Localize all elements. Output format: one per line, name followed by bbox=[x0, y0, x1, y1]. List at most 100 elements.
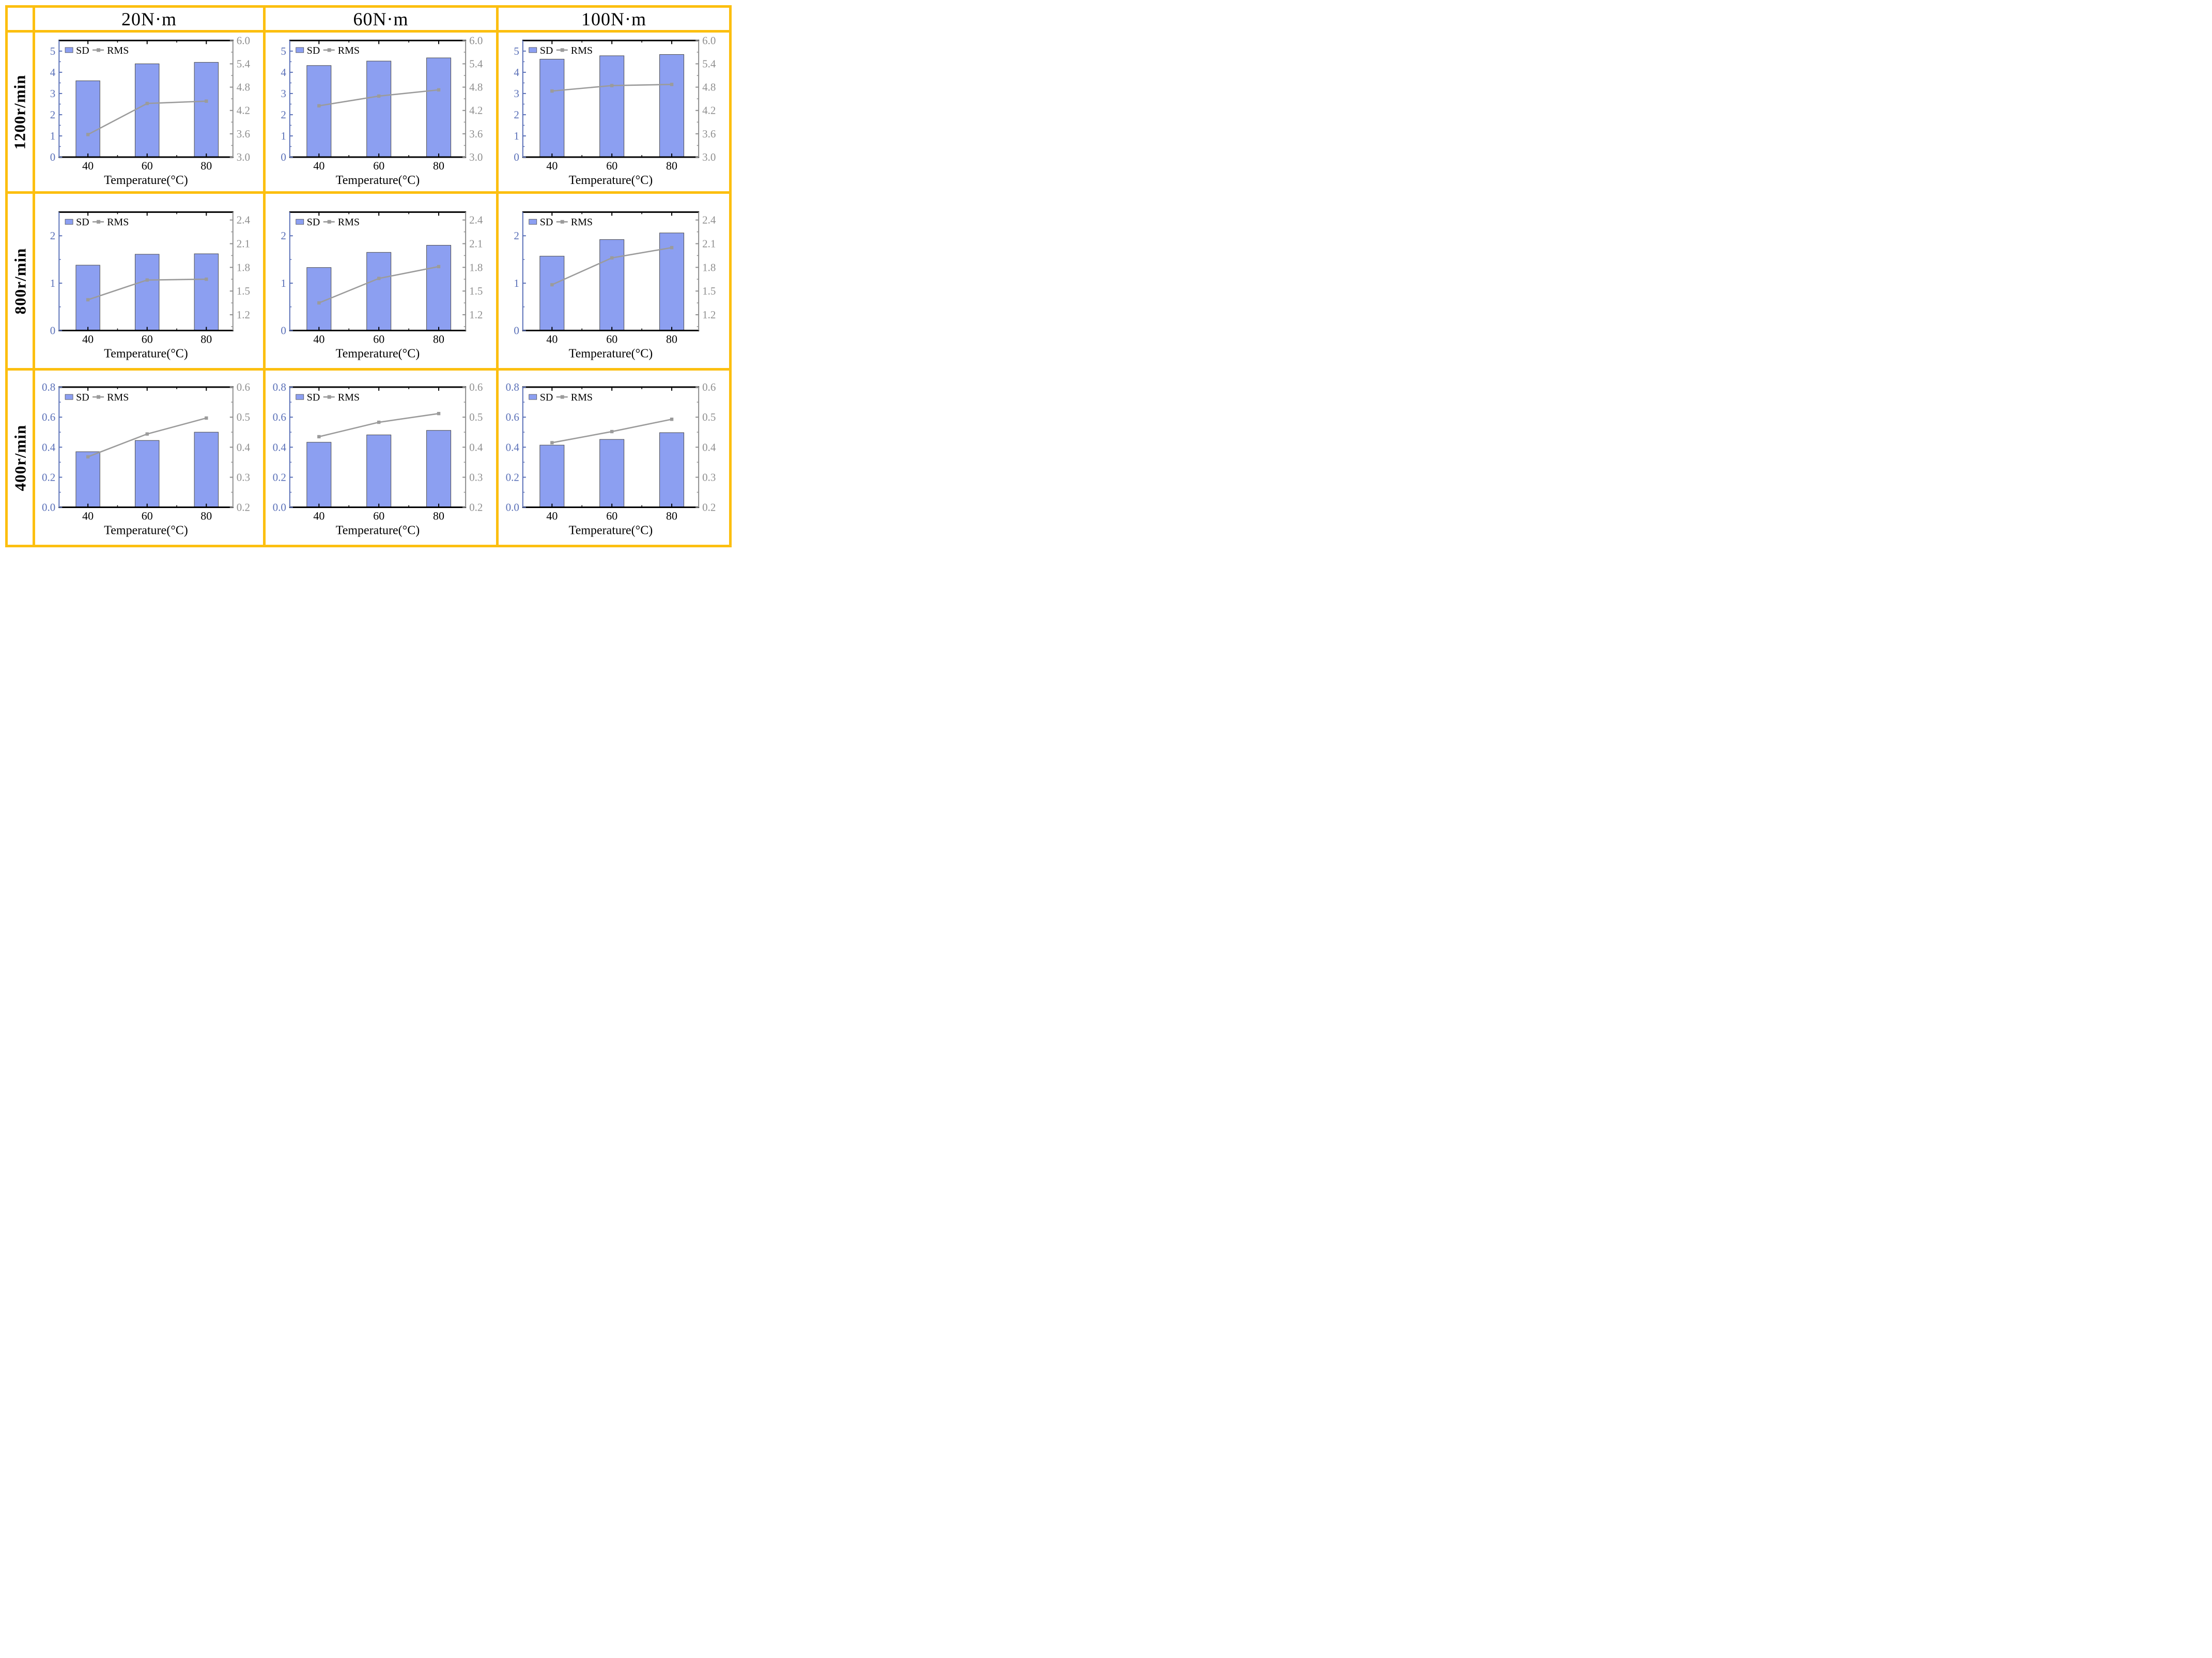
right-tick-label: 0.6 bbox=[237, 381, 250, 393]
legend-rms-marker-icon bbox=[560, 395, 564, 399]
right-tick-label: 2.1 bbox=[469, 237, 483, 250]
legend-rms-marker-icon bbox=[327, 48, 331, 52]
left-tick-label: 1 bbox=[514, 130, 519, 142]
chart-400rmin-20nm: 0.0 0.2 0.4 0.6 0.8 0.2 0.3 0.4 0.5 0.6 40 60 80 Temp… bbox=[35, 371, 263, 545]
rms-line bbox=[550, 418, 674, 444]
right-tick-label: 1.8 bbox=[469, 261, 483, 273]
rms-marker bbox=[610, 429, 614, 434]
rms-marker bbox=[317, 104, 321, 108]
sd-bars bbox=[306, 57, 452, 158]
corner-cell bbox=[8, 8, 33, 30]
legend-sd-swatch-icon bbox=[529, 394, 537, 400]
sd-bar bbox=[366, 252, 392, 331]
left-tick-label: 2 bbox=[514, 229, 519, 242]
x-tick-label: 60 bbox=[606, 159, 617, 172]
left-tick-label: 5 bbox=[281, 45, 286, 57]
rms-marker bbox=[145, 432, 149, 436]
chart-1200rmin-100nm: 0 1 2 3 4 5 3.0 3.6 4.2 4.8 5.4 6.0 40 60 80 Temperatur… bbox=[499, 33, 729, 191]
sd-bar bbox=[194, 62, 219, 158]
right-tick-label: 0.2 bbox=[702, 501, 716, 514]
legend: SD RMS bbox=[65, 392, 129, 403]
x-tick-label: 40 bbox=[313, 333, 324, 346]
legend-sd-label: SD bbox=[76, 217, 89, 228]
legend-rms-marker-icon bbox=[560, 48, 564, 52]
right-tick-label: 2.4 bbox=[702, 214, 716, 226]
legend-sd-swatch-icon bbox=[529, 219, 537, 225]
sd-bar bbox=[135, 63, 160, 158]
column-header-20nm: 20N·m bbox=[35, 8, 263, 30]
x-axis-title: Temperature(°C) bbox=[104, 524, 188, 538]
sd-bar bbox=[366, 434, 392, 508]
axes-frame bbox=[289, 211, 467, 332]
legend-rms-label: RMS bbox=[107, 45, 129, 56]
right-tick-label: 0.2 bbox=[469, 501, 483, 514]
left-tick-label: 0 bbox=[514, 325, 519, 337]
left-tick-label: 5 bbox=[50, 45, 56, 57]
legend: SD RMS bbox=[296, 217, 360, 228]
sd-bar bbox=[366, 60, 392, 158]
x-tick-label: 80 bbox=[200, 333, 212, 346]
figure-page: 20N·m 60N·m 100N·m 1200r/min 0 1 2 3 4 5 3.0 3.… bbox=[0, 0, 737, 552]
legend-rms-label: RMS bbox=[107, 392, 129, 403]
left-tick-label: 2 bbox=[50, 109, 56, 121]
chart-400rmin-60nm: 0.0 0.2 0.4 0.6 0.8 0.2 0.3 0.4 0.5 0.6 40 60 80 Temp… bbox=[266, 371, 496, 545]
legend-rms-label: RMS bbox=[571, 45, 593, 56]
right-tick-label: 0.4 bbox=[469, 441, 483, 453]
left-tick-label: 4 bbox=[514, 66, 519, 79]
x-axis-title: Temperature(°C) bbox=[336, 174, 420, 187]
sd-bar bbox=[306, 65, 332, 158]
results-table: 20N·m 60N·m 100N·m 1200r/min 0 1 2 3 4 5 3.0 3.… bbox=[5, 5, 732, 547]
sd-bar bbox=[135, 440, 160, 508]
left-tick-label: 1 bbox=[50, 130, 56, 142]
legend-rms-marker-icon bbox=[97, 48, 101, 52]
right-tick-label: 2.4 bbox=[469, 214, 483, 226]
rms-marker bbox=[670, 83, 674, 86]
rms-marker bbox=[610, 256, 614, 260]
sd-bars bbox=[75, 253, 219, 331]
left-tick-label: 1 bbox=[50, 277, 56, 289]
left-tick-label: 0.2 bbox=[273, 471, 286, 483]
left-tick-label: 0.4 bbox=[273, 441, 287, 453]
legend-sd-label: SD bbox=[76, 392, 89, 403]
axes-frame bbox=[289, 39, 467, 158]
right-tick-label: 1.2 bbox=[237, 309, 250, 321]
chart-1200rmin-20nm: 0 1 2 3 4 5 3.0 3.6 4.2 4.8 5.4 6.0 40 60 80 Temperatur… bbox=[35, 33, 263, 191]
x-tick-label: 80 bbox=[200, 159, 212, 172]
right-tick-label: 2.1 bbox=[237, 237, 250, 250]
right-tick-label: 2.1 bbox=[702, 237, 716, 250]
sd-bar bbox=[426, 430, 452, 508]
rms-marker bbox=[317, 301, 321, 305]
chart-canvas: 0 1 2 3 4 5 3.0 3.6 4.2 4.8 5.4 6.0 40 60 80 Temperatur… bbox=[514, 34, 716, 187]
sd-bar bbox=[135, 254, 160, 331]
x-tick-label: 60 bbox=[373, 510, 384, 523]
rms-line bbox=[317, 411, 441, 439]
column-header-60nm: 60N·m bbox=[266, 8, 496, 30]
x-tick-label: 40 bbox=[82, 159, 94, 172]
x-tick-label: 40 bbox=[82, 510, 94, 523]
right-tick-label: 0.3 bbox=[702, 471, 716, 483]
legend-rms-label: RMS bbox=[338, 392, 360, 403]
legend-rms-marker-icon bbox=[97, 395, 101, 399]
sd-bars bbox=[539, 233, 685, 331]
chart-canvas: 0 1 2 3 4 5 3.0 3.6 4.2 4.8 5.4 6.0 40 60 80 Temperatur… bbox=[281, 34, 483, 187]
legend-rms-label: RMS bbox=[107, 217, 129, 228]
rms-marker bbox=[377, 420, 381, 424]
rms-marker bbox=[205, 278, 208, 281]
rms-marker bbox=[145, 101, 149, 105]
column-header-100nm: 100N·m bbox=[499, 8, 729, 30]
chart-canvas: 0 1 2 3 4 5 3.0 3.6 4.2 4.8 5.4 6.0 40 60 80 Temperatur… bbox=[50, 34, 251, 187]
rms-line bbox=[86, 278, 208, 302]
right-tick-label: 3.6 bbox=[469, 128, 483, 140]
chart-canvas: 0 1 2 1.2 1.5 1.8 2.1 2.4 40 60 80 Temperature(°C) S… bbox=[514, 211, 716, 361]
right-tick-label: 0.5 bbox=[237, 411, 250, 423]
right-tick-label: 3.0 bbox=[469, 151, 483, 163]
sd-bar bbox=[599, 239, 625, 331]
left-tick-label: 0.6 bbox=[506, 411, 519, 423]
right-tick-label: 0.6 bbox=[469, 381, 483, 393]
left-tick-label: 2 bbox=[281, 229, 286, 242]
x-tick-label: 40 bbox=[82, 333, 94, 346]
rms-line bbox=[86, 416, 208, 459]
left-tick-label: 0.0 bbox=[273, 501, 286, 514]
sd-bars bbox=[539, 54, 685, 158]
rms-marker bbox=[205, 416, 208, 420]
